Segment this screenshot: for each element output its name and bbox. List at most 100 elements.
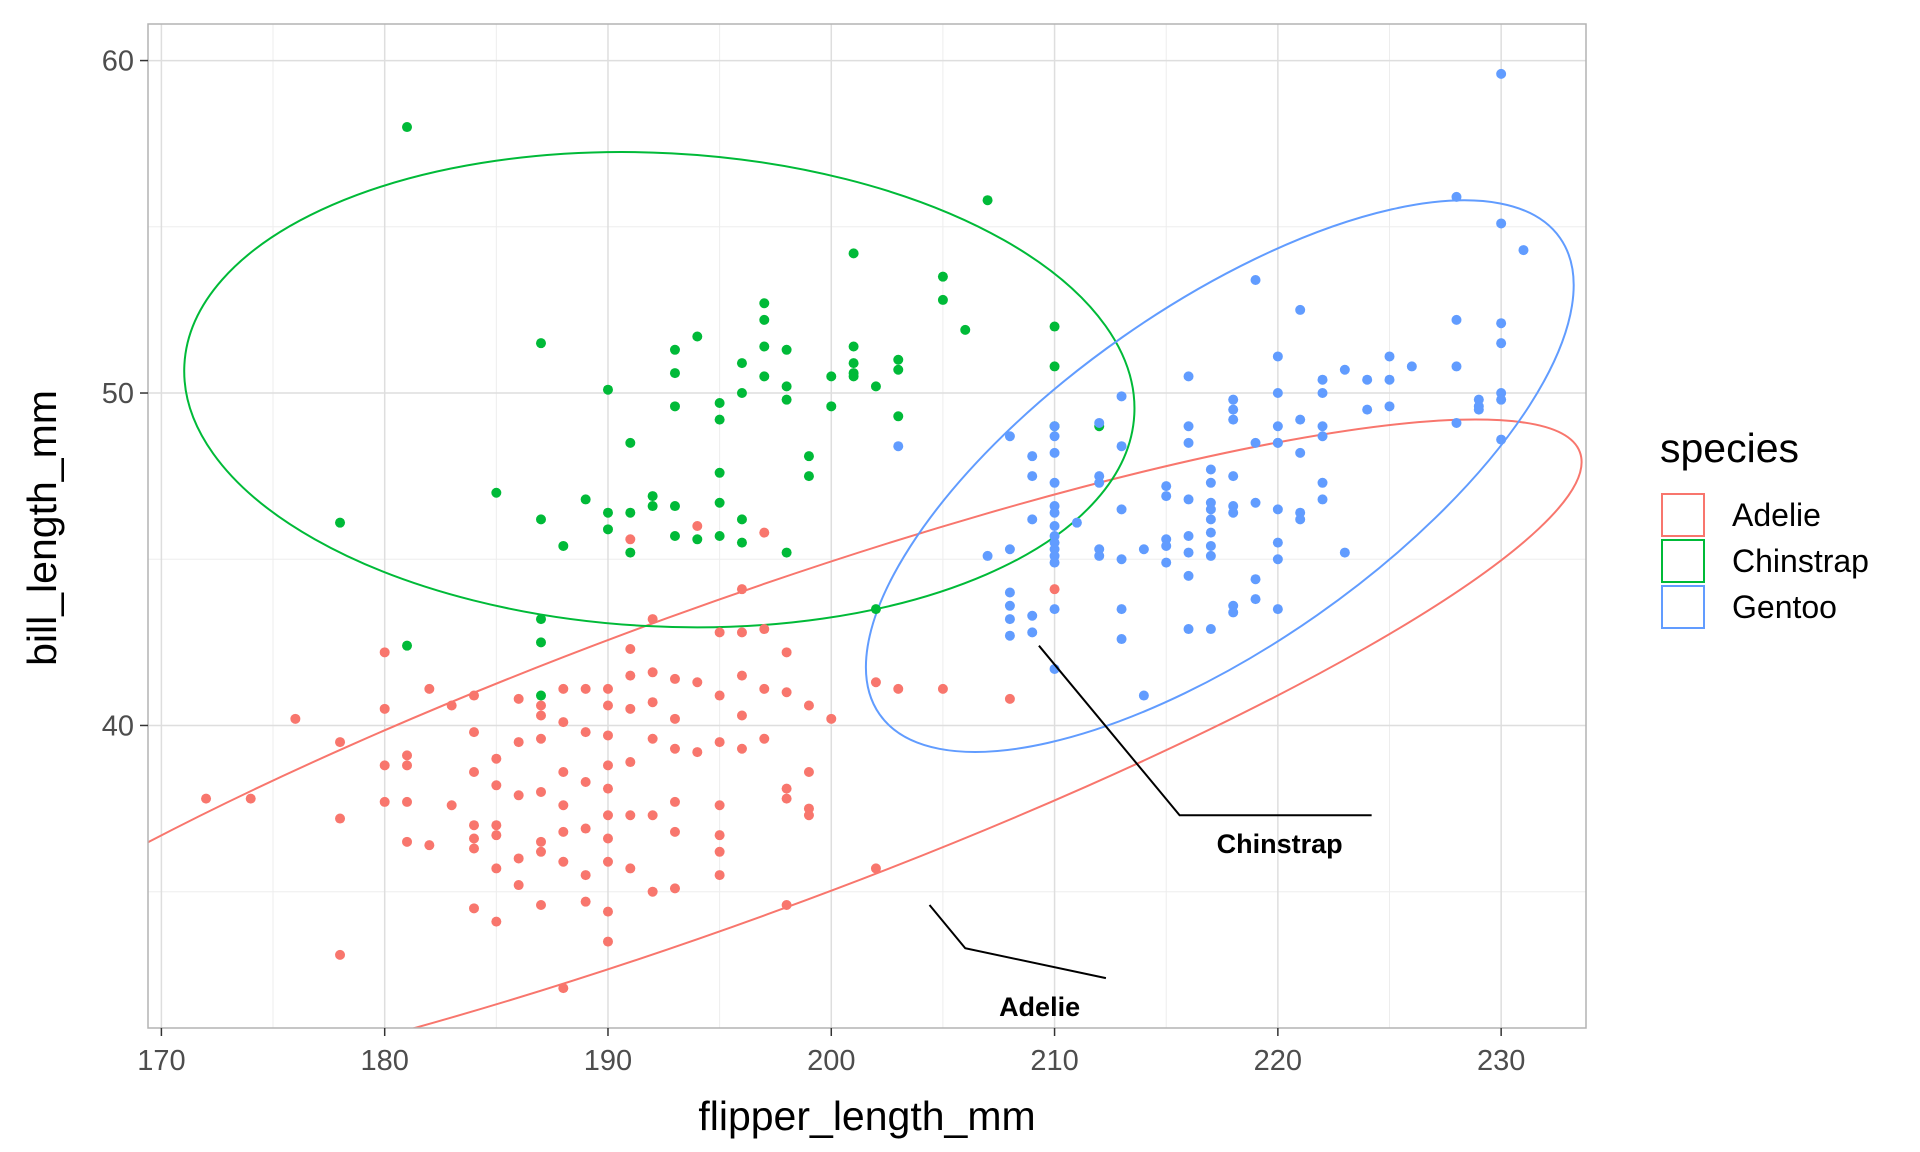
point-adelie [714, 737, 725, 748]
point-chinstrap [669, 368, 680, 379]
point-chinstrap [960, 324, 971, 335]
point-chinstrap [759, 298, 770, 309]
point-chinstrap [625, 507, 636, 518]
point-chinstrap [602, 384, 613, 395]
point-gentoo [1496, 338, 1507, 349]
point-adelie [759, 624, 770, 635]
point-adelie [558, 717, 569, 728]
point-gentoo [1317, 374, 1328, 385]
point-chinstrap [937, 294, 948, 305]
x-tick-label: 220 [1254, 1045, 1302, 1077]
point-gentoo [1295, 447, 1306, 458]
point-adelie [558, 767, 569, 778]
point-chinstrap [692, 331, 703, 342]
point-chinstrap [870, 381, 881, 392]
point-chinstrap [714, 397, 725, 408]
point-adelie [781, 783, 792, 794]
point-chinstrap [826, 401, 837, 412]
point-chinstrap [848, 341, 859, 352]
point-adelie [580, 776, 591, 787]
point-gentoo [1004, 544, 1015, 555]
point-adelie [602, 936, 613, 947]
point-chinstrap [736, 514, 747, 525]
point-gentoo [1138, 544, 1149, 555]
point-adelie [335, 737, 346, 748]
point-gentoo [1228, 394, 1239, 405]
point-adelie [535, 710, 546, 721]
point-adelie [402, 750, 413, 761]
point-gentoo [1027, 627, 1038, 638]
confidence-ellipses [148, 151, 1583, 1028]
point-gentoo [1205, 514, 1216, 525]
data-points [201, 68, 1529, 994]
point-gentoo [1205, 477, 1216, 488]
point-chinstrap [669, 344, 680, 355]
point-chinstrap [535, 514, 546, 525]
point-adelie [714, 870, 725, 881]
callout-line-adelie [928, 904, 1107, 980]
point-gentoo [1049, 521, 1060, 531]
legend-label-gentoo: Gentoo [1732, 589, 1837, 625]
point-gentoo [1362, 374, 1373, 385]
point-adelie [714, 800, 725, 811]
legend-title: species [1660, 425, 1799, 471]
point-gentoo [1183, 624, 1194, 635]
point-adelie [602, 683, 613, 694]
point-gentoo [1004, 431, 1015, 442]
point-chinstrap [669, 501, 680, 512]
legend-item-chinstrap: Chinstrap [1661, 539, 1869, 583]
point-chinstrap [714, 467, 725, 478]
point-gentoo [1384, 401, 1395, 412]
point-gentoo [1317, 388, 1328, 399]
point-adelie [625, 757, 636, 768]
point-adelie [759, 527, 770, 538]
point-chinstrap [402, 122, 413, 133]
point-chinstrap [714, 497, 725, 508]
point-adelie [625, 863, 636, 874]
point-chinstrap [848, 248, 859, 259]
point-gentoo [1161, 491, 1172, 502]
point-adelie [669, 796, 680, 807]
legend-key-adelie [1661, 493, 1705, 537]
point-gentoo [1049, 421, 1060, 432]
point-adelie [558, 800, 569, 811]
point-adelie [558, 983, 569, 994]
point-gentoo [1228, 414, 1239, 425]
point-chinstrap [982, 195, 993, 206]
point-chinstrap [781, 547, 792, 558]
point-adelie [469, 820, 480, 831]
point-chinstrap [625, 547, 636, 558]
point-gentoo [1451, 361, 1462, 372]
point-adelie [469, 903, 480, 914]
point-chinstrap [335, 517, 346, 528]
point-chinstrap [669, 530, 680, 541]
point-gentoo [1183, 570, 1194, 581]
point-gentoo [1205, 550, 1216, 561]
point-adelie [535, 846, 546, 857]
point-adelie [781, 793, 792, 804]
point-gentoo [1205, 464, 1216, 475]
point-gentoo [1116, 441, 1127, 452]
point-gentoo [1205, 527, 1216, 538]
point-adelie [580, 823, 591, 834]
point-adelie [335, 813, 346, 824]
point-adelie [692, 747, 703, 758]
point-chinstrap [736, 358, 747, 369]
point-chinstrap [937, 271, 948, 282]
point-adelie [402, 760, 413, 771]
point-adelie [469, 843, 480, 854]
point-adelie [1004, 693, 1015, 704]
point-adelie [513, 853, 524, 864]
point-gentoo [1317, 421, 1328, 432]
callout-line-chinstrap [1038, 645, 1372, 817]
point-chinstrap [602, 507, 613, 518]
point-adelie [736, 627, 747, 638]
point-gentoo [1183, 437, 1194, 448]
point-gentoo [1228, 471, 1239, 482]
point-adelie [893, 683, 904, 694]
point-gentoo [1272, 504, 1283, 515]
point-gentoo [1250, 594, 1261, 605]
point-gentoo [1496, 68, 1507, 79]
point-adelie [513, 880, 524, 891]
point-gentoo [1339, 547, 1350, 558]
